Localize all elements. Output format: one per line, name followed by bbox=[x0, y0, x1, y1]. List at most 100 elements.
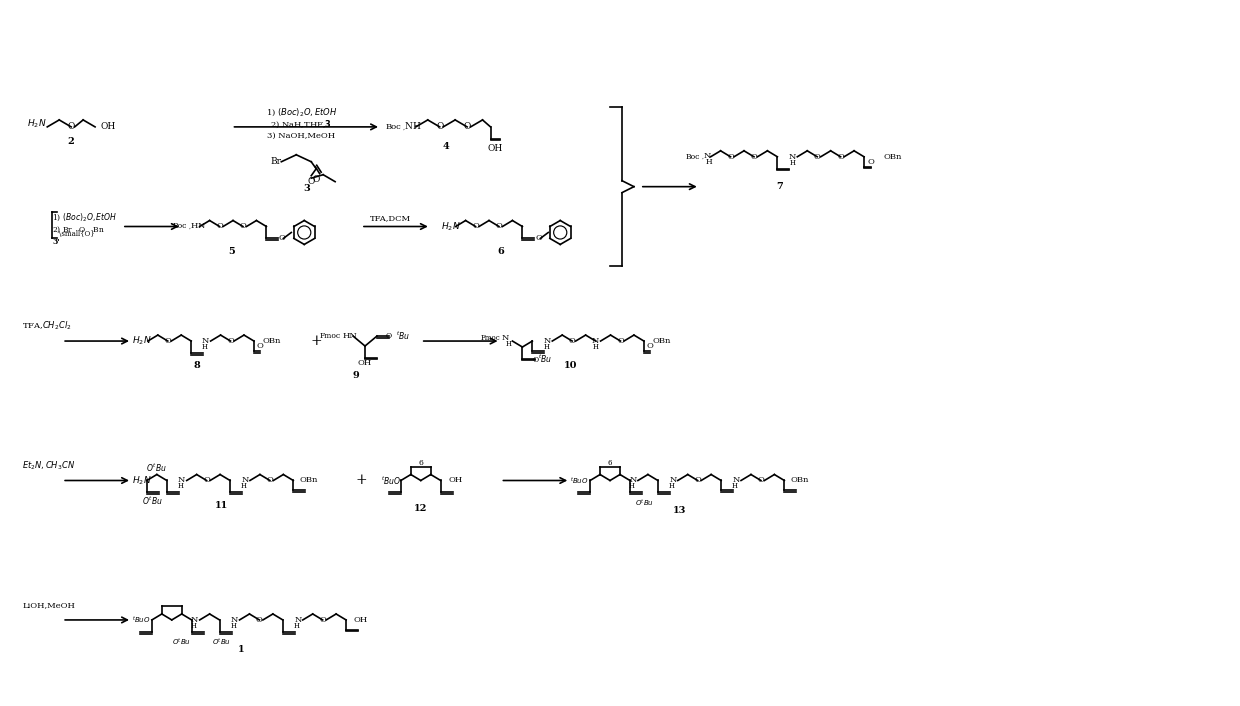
Text: O: O bbox=[436, 122, 444, 131]
Text: O: O bbox=[312, 175, 320, 184]
Text: Br: Br bbox=[270, 157, 281, 166]
Text: OH: OH bbox=[487, 144, 503, 153]
Text: +: + bbox=[310, 334, 322, 348]
Text: O: O bbox=[267, 477, 273, 484]
Text: OH: OH bbox=[449, 477, 463, 484]
Text: O: O bbox=[758, 477, 764, 484]
Text: 1) $(Boc)_2O,EtOH$: 1) $(Boc)_2O,EtOH$ bbox=[52, 210, 118, 222]
Text: Fmoc: Fmoc bbox=[320, 332, 341, 340]
Text: TFA,DCM: TFA,DCM bbox=[371, 215, 412, 222]
Text: OH: OH bbox=[100, 122, 115, 131]
Text: 3: 3 bbox=[303, 184, 310, 193]
Text: N: N bbox=[294, 616, 301, 624]
Text: N: N bbox=[202, 337, 210, 345]
Text: O$^tBu$: O$^tBu$ bbox=[532, 353, 553, 365]
Text: Boc: Boc bbox=[386, 123, 401, 131]
Text: O: O bbox=[227, 337, 234, 345]
Text: OBn: OBn bbox=[299, 477, 317, 484]
Text: N: N bbox=[670, 477, 677, 484]
Text: O: O bbox=[536, 234, 542, 242]
Text: 7: 7 bbox=[776, 182, 782, 191]
Text: $O^tBu$: $O^tBu$ bbox=[146, 461, 167, 474]
Text: O: O bbox=[278, 234, 285, 242]
Text: $H_2N$: $H_2N$ bbox=[27, 118, 47, 130]
Text: O: O bbox=[255, 616, 263, 624]
Text: 13: 13 bbox=[673, 506, 687, 515]
Text: 6: 6 bbox=[497, 247, 503, 256]
Text: N: N bbox=[789, 152, 796, 161]
Text: H: H bbox=[593, 343, 599, 351]
Text: H: H bbox=[177, 482, 184, 491]
Text: +: + bbox=[355, 474, 367, 488]
Text: H: H bbox=[790, 159, 795, 167]
Text: O: O bbox=[464, 122, 471, 131]
Text: $H_2N$: $H_2N$ bbox=[440, 220, 460, 233]
Text: LiOH,MeOH: LiOH,MeOH bbox=[22, 601, 76, 609]
Text: O: O bbox=[618, 337, 624, 345]
Text: 10: 10 bbox=[563, 361, 577, 371]
Text: H: H bbox=[629, 482, 635, 491]
Text: N: N bbox=[242, 477, 249, 484]
Text: H: H bbox=[668, 482, 675, 491]
Text: N: N bbox=[543, 337, 551, 345]
Text: O: O bbox=[203, 477, 210, 484]
Text: 3': 3' bbox=[52, 239, 60, 246]
Text: Fmoc: Fmoc bbox=[481, 334, 501, 342]
Text: 11: 11 bbox=[215, 501, 228, 510]
Text: O: O bbox=[386, 332, 392, 340]
Text: H: H bbox=[241, 482, 247, 491]
Text: O: O bbox=[472, 222, 479, 230]
Text: 12: 12 bbox=[414, 504, 428, 513]
Text: O: O bbox=[308, 177, 315, 186]
Text: O: O bbox=[837, 152, 844, 161]
Text: O: O bbox=[496, 222, 502, 230]
Text: O: O bbox=[216, 222, 223, 230]
Text: $_{,}$NH: $_{,}$NH bbox=[402, 121, 422, 133]
Text: O: O bbox=[646, 342, 653, 350]
Text: 5: 5 bbox=[228, 247, 234, 256]
Text: 9: 9 bbox=[352, 371, 360, 381]
Text: $H_2N$: $H_2N$ bbox=[131, 474, 151, 486]
Text: OBn: OBn bbox=[262, 337, 280, 345]
Text: O: O bbox=[694, 477, 701, 484]
Text: N: N bbox=[231, 616, 238, 624]
Text: OH: OH bbox=[353, 616, 368, 624]
Text: N: N bbox=[733, 477, 740, 484]
Text: $O^tBu$: $O^tBu$ bbox=[143, 494, 164, 507]
Text: O: O bbox=[319, 616, 326, 624]
Text: H: H bbox=[732, 482, 738, 491]
Text: H: H bbox=[231, 622, 237, 630]
Text: TFA,$CH_2Cl_2$: TFA,$CH_2Cl_2$ bbox=[22, 320, 72, 333]
Text: O: O bbox=[239, 222, 247, 230]
Text: N: N bbox=[591, 337, 599, 345]
Text: OH: OH bbox=[358, 359, 372, 367]
Text: 3) NaOH,MeOH: 3) NaOH,MeOH bbox=[267, 132, 335, 140]
Text: 8: 8 bbox=[193, 361, 200, 371]
Text: 2) NaH,THF,$\mathbf{3}$: 2) NaH,THF,$\mathbf{3}$ bbox=[270, 118, 332, 130]
Text: N: N bbox=[501, 334, 508, 342]
Text: 1: 1 bbox=[238, 645, 244, 654]
Text: N: N bbox=[179, 477, 186, 484]
Text: O: O bbox=[750, 152, 758, 161]
Text: 6: 6 bbox=[418, 459, 423, 467]
Text: $O^tBu$: $O^tBu$ bbox=[212, 636, 231, 647]
Text: 1) $(Boc)_2O,EtOH$: 1) $(Boc)_2O,EtOH$ bbox=[265, 106, 337, 118]
Text: $H_2N$: $H_2N$ bbox=[131, 335, 151, 347]
Text: O: O bbox=[727, 152, 734, 161]
Text: N: N bbox=[191, 616, 198, 624]
Text: O: O bbox=[165, 337, 171, 345]
Text: Boc: Boc bbox=[686, 152, 699, 161]
Text: Boc: Boc bbox=[172, 222, 187, 230]
Text: $^tBuO$: $^tBuO$ bbox=[381, 474, 402, 486]
Text: $^tBuO$: $^tBuO$ bbox=[131, 614, 150, 626]
Text: $^tBu$: $^tBu$ bbox=[396, 330, 410, 342]
Text: OBn: OBn bbox=[790, 477, 808, 484]
Text: H: H bbox=[543, 343, 549, 351]
Text: $O^tBu$: $O^tBu$ bbox=[172, 636, 191, 647]
Text: OBn: OBn bbox=[884, 152, 903, 161]
Text: H: H bbox=[506, 340, 511, 348]
Text: $O^tBu$: $O^tBu$ bbox=[635, 497, 655, 508]
Text: H: H bbox=[202, 343, 207, 351]
Text: H: H bbox=[706, 157, 712, 166]
Text: HN: HN bbox=[342, 332, 357, 340]
